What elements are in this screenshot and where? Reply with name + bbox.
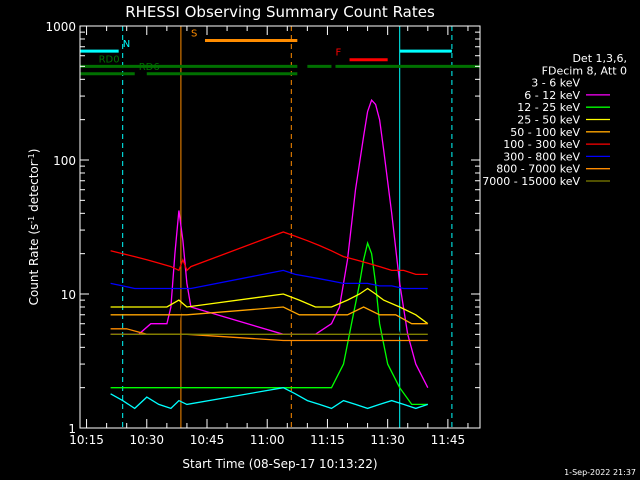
series-line — [110, 187, 429, 389]
y-tick-label: 1 — [68, 422, 76, 436]
series-line — [110, 240, 428, 406]
series-lines — [110, 98, 429, 410]
series-line — [110, 269, 428, 290]
x-axis-label: Start Time (08-Sep-17 10:13:22) — [182, 457, 377, 471]
y-axis-label-part: detector — [27, 161, 41, 216]
flag-label: N — [123, 39, 130, 50]
x-tick-label: 10:15 — [69, 433, 104, 447]
y-axis-label-sup: -1 — [27, 216, 36, 224]
flag-bars: N S F RD0 RD6 — [80, 28, 480, 76]
legend-entry-label: 25 - 50 keV — [517, 114, 580, 127]
chart-title: RHESSI Observing Summary Count Rates — [125, 3, 435, 21]
generation-timestamp: 1-Sep-2022 21:37 — [564, 468, 636, 477]
x-tick-label: 11:30 — [370, 433, 405, 447]
series-line — [110, 231, 428, 276]
y-axis-label-part: ) — [27, 149, 41, 154]
y-axis-label-sup: -1 — [27, 153, 36, 161]
legend-header: Det 1,3,6, — [572, 52, 627, 65]
x-tick-label: 10:30 — [129, 433, 164, 447]
y-tick-label: 100 — [53, 154, 76, 168]
legend-entry-label: 50 - 100 keV — [510, 126, 580, 139]
series-line — [110, 98, 429, 388]
series-line — [110, 306, 428, 325]
legend-entry-label: 100 - 300 keV — [503, 138, 580, 151]
flag-label: S — [191, 28, 197, 39]
axes: 1 10 100 1000 10:15 10:30 10:45 11:00 11:15 11:30… — [45, 20, 480, 447]
vertical-markers — [79, 26, 453, 428]
x-tick-label: 11:45 — [431, 433, 466, 447]
x-tick-label: 11:15 — [310, 433, 345, 447]
legend-entry-label: 300 - 800 keV — [503, 150, 580, 163]
flag-label: F — [335, 48, 341, 59]
legend-entry-label: 6 - 12 keV — [524, 89, 580, 102]
legend-entry-label: 800 - 7000 keV — [496, 163, 580, 176]
x-tick-label: 10:45 — [190, 433, 225, 447]
flag-label: RD0 — [99, 54, 120, 65]
legend-entry-label: 7000 - 15000 keV — [482, 175, 580, 188]
plot-frame — [79, 25, 481, 429]
x-tick-label: 11:00 — [250, 433, 285, 447]
series-line — [110, 387, 429, 410]
series-line — [110, 287, 429, 325]
y-tick-label: 1000 — [45, 20, 76, 34]
legend-entry-label: 3 - 6 keV — [531, 77, 580, 90]
y-tick-label: 10 — [61, 288, 76, 302]
y-axis-label: Count Rate (s-1 detector-1) — [27, 149, 41, 306]
y-axis-label-part: Count Rate (s — [27, 224, 41, 306]
legend-header: FDecim 8, Att 0 — [542, 64, 627, 77]
legend-entry-label: 12 - 25 keV — [517, 101, 580, 114]
flag-label: RD6 — [139, 62, 160, 73]
